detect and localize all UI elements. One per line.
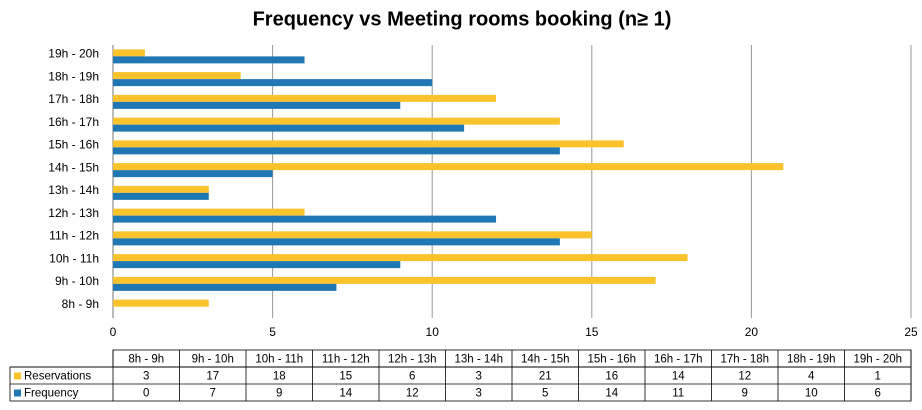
- x-tick-label: 15: [585, 325, 599, 339]
- table-cell: 17: [206, 371, 219, 383]
- legend-swatch: [14, 372, 21, 380]
- bar: [113, 276, 656, 284]
- bar: [113, 94, 497, 102]
- table-cell: 12: [738, 371, 751, 383]
- bar: [113, 49, 145, 57]
- y-tick-label: 12h - 13h: [48, 206, 99, 220]
- bar: [113, 192, 209, 200]
- table-cell: 14: [672, 371, 685, 383]
- bar: [113, 147, 560, 155]
- bar: [113, 231, 592, 239]
- chart-title: Frequency vs Meeting rooms booking (n≥ 1…: [253, 8, 672, 30]
- bar: [113, 238, 560, 246]
- table-header: 8h - 9h: [128, 354, 164, 366]
- x-tick-label: 5: [269, 325, 276, 339]
- table-header: 11h - 12h: [322, 354, 370, 366]
- table-header: 15h - 16h: [587, 354, 636, 366]
- table-header: 12h - 13h: [388, 354, 437, 366]
- table-cell: 14: [339, 388, 352, 400]
- table-header: 18h - 19h: [787, 354, 836, 366]
- table-cell: 14: [605, 388, 618, 400]
- y-tick-label: 19h - 20h: [48, 47, 99, 61]
- table-cell: 1: [875, 371, 881, 383]
- table-header: 16h - 17h: [654, 354, 703, 366]
- table-cell: 6: [409, 371, 415, 383]
- table-cell: 10: [805, 388, 818, 400]
- legend-swatch: [14, 389, 21, 397]
- x-tick-label: 25: [904, 325, 918, 339]
- y-tick-label: 18h - 19h: [48, 69, 99, 83]
- table-header: 13h - 14h: [454, 354, 503, 366]
- table-header: 17h - 18h: [720, 354, 769, 366]
- table-cell: 18: [273, 371, 286, 383]
- bar: [113, 185, 209, 193]
- y-tick-label: 11h - 12h: [49, 229, 99, 243]
- bar: [113, 261, 401, 269]
- x-tick-label: 20: [745, 325, 759, 339]
- table-cell: 3: [476, 388, 482, 400]
- bar: [113, 101, 401, 109]
- table-cell: 4: [808, 371, 815, 383]
- table-cell: 12: [406, 388, 419, 400]
- table-cell: 7: [210, 388, 216, 400]
- bar: [113, 140, 624, 148]
- y-tick-label: 10h - 11h: [49, 251, 99, 265]
- table-cell: 9: [276, 388, 282, 400]
- bar: [113, 299, 209, 307]
- bar: [113, 215, 497, 223]
- table-cell: 0: [143, 388, 149, 400]
- table-cell: 9: [742, 388, 748, 400]
- y-tick-label: 13h - 14h: [48, 183, 99, 197]
- y-tick-label: 16h - 17h: [48, 115, 99, 129]
- x-tick-label: 0: [110, 325, 117, 339]
- bar: [113, 72, 241, 80]
- bar: [113, 283, 337, 291]
- bar: [113, 56, 305, 64]
- table-cell: 3: [143, 371, 149, 383]
- bar: [113, 170, 273, 178]
- table-cell: 16: [605, 371, 618, 383]
- legend-label: Frequency: [24, 388, 79, 400]
- table-cell: 3: [476, 371, 482, 383]
- y-tick-label: 9h - 10h: [55, 274, 99, 288]
- table-cell: 11: [672, 388, 684, 400]
- table-header: 10h - 11h: [255, 354, 303, 366]
- bar: [113, 124, 465, 132]
- legend-label: Reservations: [24, 371, 91, 383]
- y-tick-label: 17h - 18h: [48, 92, 99, 106]
- y-tick-label: 15h - 16h: [48, 138, 99, 152]
- table-cell: 21: [539, 371, 552, 383]
- table-cell: 5: [542, 388, 548, 400]
- table-header: 9h - 10h: [192, 354, 234, 366]
- x-tick-label: 10: [426, 325, 440, 339]
- table-cell: 15: [339, 371, 352, 383]
- bar: [113, 117, 560, 125]
- y-tick-label: 14h - 15h: [48, 160, 99, 174]
- bar: [113, 208, 305, 216]
- bar: [113, 79, 433, 87]
- table-cell: 6: [875, 388, 881, 400]
- table-header: 19h - 20h: [853, 354, 902, 366]
- bar: [113, 163, 784, 171]
- bar: [113, 254, 688, 262]
- y-tick-label: 8h - 9h: [62, 297, 99, 311]
- table-header: 14h - 15h: [521, 354, 570, 366]
